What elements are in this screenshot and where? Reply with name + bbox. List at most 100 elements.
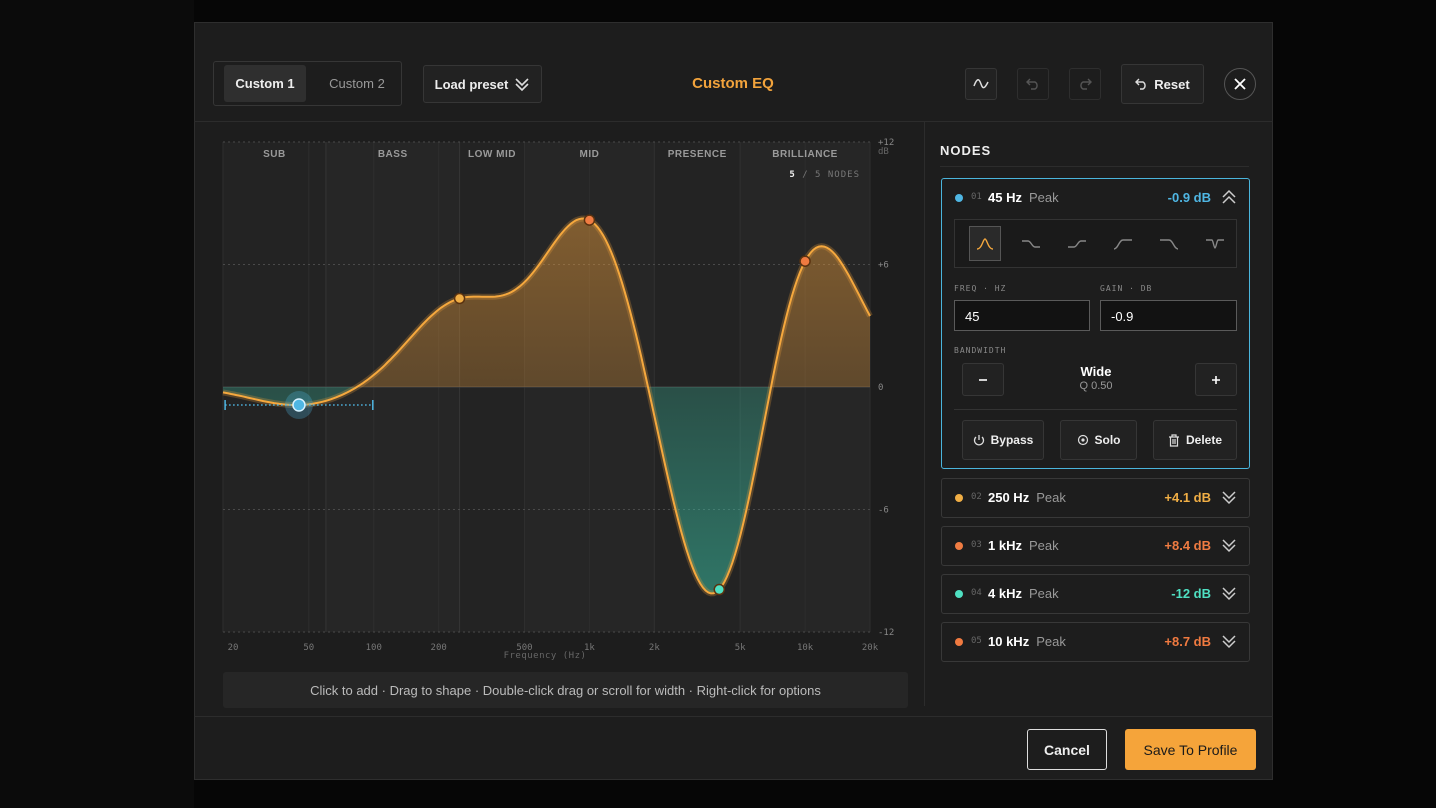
node-dot: [955, 494, 963, 502]
node-header[interactable]: 05 10 kHz Peak +8.7 dB: [942, 623, 1249, 661]
gain-input[interactable]: -0.9: [1100, 300, 1237, 331]
y-tick-label: -6: [878, 506, 889, 516]
field-label: FREQ · HZ: [954, 284, 1007, 293]
band-label: SUB: [263, 149, 286, 160]
solo-icon: [1077, 434, 1088, 445]
curve-toggle[interactable]: [965, 68, 997, 100]
node-freq-label: 10 kHz: [988, 634, 1030, 649]
reset-button[interactable]: Reset: [1121, 64, 1204, 104]
button-label: Delete: [1185, 433, 1223, 447]
filter-icon: [1113, 238, 1132, 250]
chevron-icon: [1222, 189, 1236, 204]
filter-type-button[interactable]: [1153, 226, 1185, 261]
node-counter: 5 / 5 NODES: [700, 170, 860, 180]
x-tick-label: 100: [366, 643, 382, 653]
x-tick-label: 500: [516, 643, 532, 653]
node-freq: 10 kHz Peak: [988, 634, 1066, 649]
node-index: 03: [971, 540, 982, 550]
node-gain: -0.9 dB: [1167, 190, 1211, 205]
tab[interactable]: Custom 2: [329, 76, 385, 91]
node-header[interactable]: 02 250 Hz Peak +4.1 dB: [942, 479, 1249, 517]
filter-type-button[interactable]: [1015, 226, 1047, 261]
freq-input[interactable]: 45: [954, 300, 1090, 331]
chevron-icon: [515, 78, 529, 92]
node-freq: 1 kHz Peak: [988, 538, 1059, 553]
band-label: LOW MID: [468, 149, 516, 160]
bypass-icon: [973, 434, 984, 445]
y-tick-label: +12: [878, 138, 894, 148]
backdrop: [0, 0, 194, 808]
node-card[interactable]: 03 1 kHz Peak +8.4 dB: [941, 526, 1250, 566]
solo-button[interactable]: Solo: [1060, 420, 1137, 460]
node-count: 5: [789, 170, 796, 180]
node-freq: 4 kHz Peak: [988, 586, 1059, 601]
delete-button[interactable]: Delete: [1153, 420, 1237, 460]
node-gain: -12 dB: [1171, 586, 1211, 601]
node-type: Peak: [1028, 190, 1059, 205]
button-label: Load preset: [434, 76, 509, 92]
node-header[interactable]: 01 45 Hz Peak -0.9 dB: [942, 179, 1249, 217]
filter-type-button[interactable]: [1061, 226, 1093, 261]
node-freq: 250 Hz Peak: [988, 490, 1066, 505]
node-header[interactable]: 03 1 kHz Peak +8.4 dB: [942, 527, 1249, 565]
bandwidth-name: Wide: [1080, 364, 1112, 379]
node-index: 05: [971, 636, 982, 646]
cancel-button[interactable]: Cancel: [1027, 729, 1107, 770]
eq-node[interactable]: [713, 583, 726, 596]
eq-node[interactable]: [292, 398, 306, 412]
node-type: Peak: [1036, 490, 1066, 505]
close-button[interactable]: [1224, 68, 1256, 100]
eq-node[interactable]: [583, 214, 596, 226]
divider: [940, 166, 1249, 167]
close-icon: [1234, 78, 1246, 90]
filter-types: [954, 219, 1237, 268]
eq-node[interactable]: [453, 292, 466, 305]
panel-title: NODES: [940, 143, 992, 158]
divider: [194, 716, 1273, 717]
y-tick-label: 0: [878, 383, 883, 393]
band-label: MID: [579, 149, 599, 160]
x-tick-label: 1k: [584, 643, 595, 653]
load-preset-button[interactable]: Load preset: [423, 65, 542, 103]
x-tick-label: 20k: [862, 643, 879, 653]
node-freq: 45 Hz Peak: [988, 190, 1059, 205]
tab-group: [213, 61, 402, 106]
chevron-icon: [1222, 587, 1236, 601]
redo-button[interactable]: [1069, 68, 1101, 100]
node-type: Peak: [1028, 586, 1059, 601]
filter-type-button[interactable]: [1199, 226, 1231, 261]
node-card[interactable]: 04 4 kHz Peak -12 dB: [941, 574, 1250, 614]
x-axis-label: Frequency (Hz): [504, 651, 587, 661]
node-dot: [955, 590, 963, 598]
filter-type-button[interactable]: [1107, 226, 1139, 261]
wave-icon: [973, 79, 989, 89]
node-header[interactable]: 04 4 kHz Peak -12 dB: [942, 575, 1249, 613]
node-type: Peak: [1028, 538, 1059, 553]
bandwidth-increase[interactable]: [1195, 363, 1237, 396]
node-card[interactable]: 02 250 Hz Peak +4.1 dB: [941, 478, 1250, 518]
eq-node[interactable]: [799, 255, 811, 267]
node-dot: [955, 194, 963, 202]
undo-button[interactable]: [1017, 68, 1049, 100]
tab[interactable]: Custom 1: [224, 65, 306, 102]
divider: [194, 121, 1273, 122]
save-button[interactable]: Save To Profile: [1125, 729, 1256, 770]
band-label: PRESENCE: [668, 149, 727, 160]
bypass-button[interactable]: Bypass: [962, 420, 1044, 460]
node-freq-label: 4 kHz: [988, 586, 1022, 601]
bandwidth-q: Q 0.50: [1079, 380, 1113, 392]
boost-area: [223, 218, 870, 387]
x-tick-label: 10k: [797, 643, 814, 653]
redo-icon: [1080, 78, 1092, 90]
filter-icon: [1068, 239, 1086, 248]
node-card[interactable]: 05 10 kHz Peak +8.7 dB: [941, 622, 1250, 662]
y-unit: dB: [878, 147, 889, 157]
chevron-icon: [1222, 539, 1236, 553]
node-card[interactable]: 01 45 Hz Peak -0.9 dB FREQ · HZ 45 GAIN · DB -0…: [941, 178, 1250, 469]
node-freq-label: 1 kHz: [988, 538, 1022, 553]
filter-type-button[interactable]: [969, 226, 1001, 261]
bandwidth-decrease[interactable]: [962, 363, 1004, 396]
x-tick-label: 200: [431, 643, 447, 653]
